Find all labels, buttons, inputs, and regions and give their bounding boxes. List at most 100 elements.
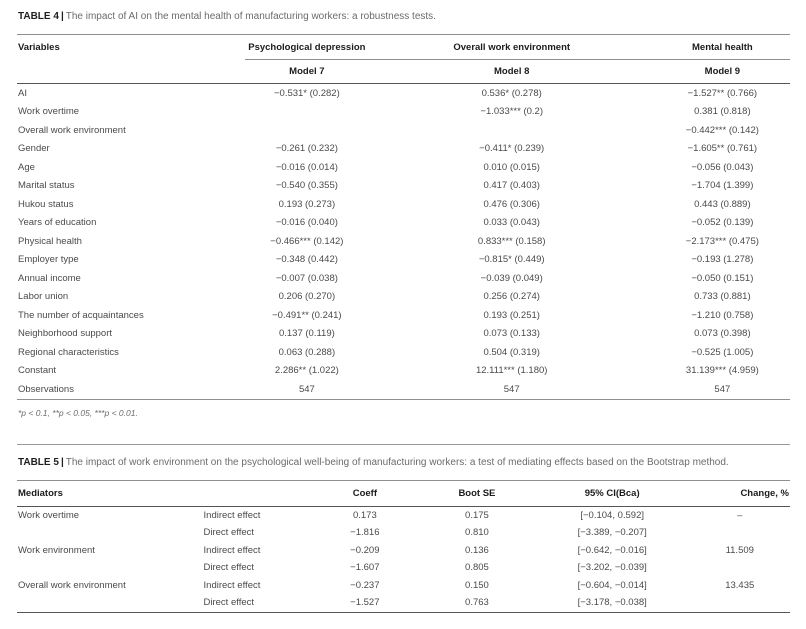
effect-type: Direct effect xyxy=(203,597,255,608)
mediator-label xyxy=(17,524,203,542)
effect-type: Indirect effect xyxy=(203,509,261,521)
table4: Variables Psychological depression Overa… xyxy=(17,34,790,400)
cell-model9: −0.525 (1.005) xyxy=(691,346,754,358)
cell-model7: −0.016 (0.040) xyxy=(275,217,338,228)
table4-group-header-row: Variables Psychological depression Overa… xyxy=(17,34,790,84)
cell-coeff: −0.237 xyxy=(350,579,380,591)
row-label: Hukou status xyxy=(18,198,74,210)
cell-change: – xyxy=(737,509,743,521)
cell-model8: 0.504 (0.319) xyxy=(483,346,540,358)
cell-model8: 0.193 (0.251) xyxy=(483,309,540,321)
table-row: Work overtime Indirect effect 0.173 0.175 [−… xyxy=(17,506,790,524)
effect-type: Direct effect xyxy=(203,562,255,573)
cell-change xyxy=(689,559,790,577)
cell-model8 xyxy=(369,121,655,140)
cell-model9: −1.605** (0.761) xyxy=(687,143,758,154)
cell-model9: 0.733 (0.881) xyxy=(694,291,751,302)
cell-model9: 31.139*** (4.959) xyxy=(685,365,759,376)
cell-model9: −1.210 (0.758) xyxy=(691,309,754,321)
table5-mediators-header: Mediators xyxy=(17,480,203,507)
table5-label: TABLE 5 xyxy=(18,456,59,468)
cell-model9: 0.443 (0.889) xyxy=(694,198,751,210)
row-label: Marital status xyxy=(18,180,75,191)
effect-type: Indirect effect xyxy=(203,579,261,591)
table5-header-row: Mediators Coeff Boot SE 95% CI(Bca) Chan… xyxy=(17,480,790,507)
table4-model9-header: Model 9 xyxy=(654,59,790,84)
table4-group-header-psych-depression: Psychological depression xyxy=(245,34,369,60)
cell-ci: [−0.104, 0.592] xyxy=(580,509,645,521)
table-row: Gender −0.261 (0.232) −0.411* (0.239) −1.60… xyxy=(17,140,790,159)
cell-model8: −0.411* (0.239) xyxy=(479,143,545,154)
cell-model8: 0.536* (0.278) xyxy=(481,87,542,99)
row-label: Neighborhood support xyxy=(18,328,113,339)
row-label: Gender xyxy=(18,143,50,154)
table-row: Work overtime −1.033*** (0.2) 0.381 (0.818… xyxy=(17,103,790,122)
row-label: Physical health xyxy=(18,235,82,247)
cell-model7: −0.007 (0.038) xyxy=(275,272,338,284)
cell-model8: 0.010 (0.015) xyxy=(483,161,540,173)
cell-model8: 0.476 (0.306) xyxy=(483,198,540,210)
table-row: Direct effect −1.607 0.805 [−3.202, −0.039] xyxy=(17,559,790,577)
row-label: Constant xyxy=(18,365,57,376)
cell-ci: [−0.604, −0.014] xyxy=(577,579,647,591)
row-label: The number of acquaintances xyxy=(18,309,144,321)
table4-variables-header: Variables xyxy=(17,34,246,84)
cell-coeff: −1.527 xyxy=(350,597,380,608)
cell-coeff: −1.607 xyxy=(350,562,380,573)
cell-coeff: −1.816 xyxy=(350,527,380,538)
caption-separator: | xyxy=(60,11,64,22)
cell-ci: [−0.642, −0.016] xyxy=(577,544,647,556)
cell-model8: 547 xyxy=(503,383,520,395)
table5-coeff-header: Coeff xyxy=(310,480,419,507)
row-label: Employer type xyxy=(18,254,79,265)
cell-ci: [−3.178, −0.038] xyxy=(577,597,647,608)
cell-model9: −0.442*** (0.142) xyxy=(685,124,759,136)
cell-model8: 0.833*** (0.158) xyxy=(477,235,546,247)
table4-group-header-work-environment: Overall work environment xyxy=(368,34,655,60)
section-divider xyxy=(17,443,790,445)
cell-model7 xyxy=(245,103,369,122)
cell-ci: [−3.202, −0.039] xyxy=(577,562,647,573)
cell-model9: −1.527** (0.766) xyxy=(687,87,758,99)
cell-model7: 547 xyxy=(298,383,315,395)
cell-model8: −0.039 (0.049) xyxy=(480,272,543,284)
row-label: Years of education xyxy=(18,217,97,228)
cell-model7: 0.206 (0.270) xyxy=(278,291,336,302)
cell-change xyxy=(689,524,790,542)
mediator-label: Overall work environment xyxy=(18,579,126,591)
table4-model-header-row: Model 7 Model 8 Model 9 xyxy=(17,59,790,84)
table4-significance-footnote: *p < 0.1, **p < 0.05, ***p < 0.01. xyxy=(18,407,138,418)
cell-model7: −0.261 (0.232) xyxy=(275,143,338,154)
table4-header: Variables Psychological depression Overa… xyxy=(17,34,790,84)
cell-model7: 0.137 (0.119) xyxy=(278,328,335,339)
cell-boot-se: 0.175 xyxy=(465,509,489,521)
row-label: Work overtime xyxy=(18,106,80,117)
cell-model8: 0.033 (0.043) xyxy=(483,217,540,228)
row-label: Annual income xyxy=(18,272,81,284)
table-row: The number of acquaintances −0.491** (0.2… xyxy=(17,306,790,325)
mediator-label xyxy=(17,594,203,612)
table-row: Employer type −0.348 (0.442) −0.815* (0.44… xyxy=(17,251,790,270)
table5-change-header: Change, % xyxy=(689,480,790,507)
cell-model8: −0.815* (0.449) xyxy=(478,254,545,265)
effect-type: Direct effect xyxy=(203,527,255,538)
cell-change: 13.435 xyxy=(725,579,755,591)
table5-caption: TABLE 5 | The impact of work environment o… xyxy=(18,457,790,469)
mediator-label: Work environment xyxy=(18,544,95,556)
caption-separator: | xyxy=(60,456,64,468)
cell-model9: 547 xyxy=(714,383,731,395)
table-row: Physical health −0.466*** (0.142) 0.833***… xyxy=(17,232,790,251)
table5-bootse-header: Boot SE xyxy=(418,480,535,507)
cell-boot-se: 0.150 xyxy=(465,579,489,591)
cell-model7: −0.016 (0.014) xyxy=(275,161,338,173)
row-label: AI xyxy=(18,87,27,99)
table-row: Marital status −0.540 (0.355) 0.417 (0.403… xyxy=(17,177,790,196)
mediator-label xyxy=(17,559,203,577)
table-row: Age −0.016 (0.014) 0.010 (0.015) −0.056 (0.… xyxy=(17,158,790,177)
cell-model9: −1.704 (1.399) xyxy=(691,180,754,191)
table5: Mediators Coeff Boot SE 95% CI(Bca) Chan… xyxy=(17,479,790,613)
row-label: Observations xyxy=(18,383,74,395)
cell-model7: 2.286** (1.022) xyxy=(274,365,339,376)
table-row: Years of education −0.016 (0.040) 0.033 (0… xyxy=(17,214,790,233)
table5-header: Mediators Coeff Boot SE 95% CI(Bca) Chan… xyxy=(17,480,790,507)
